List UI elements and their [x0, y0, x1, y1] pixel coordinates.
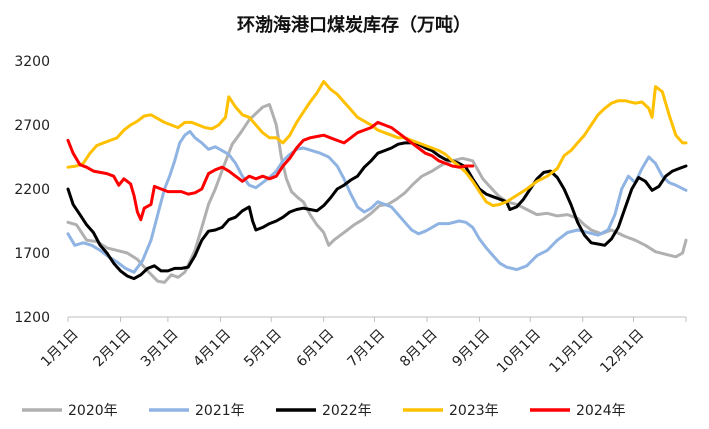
x-tick-label: 8月1日: [397, 326, 441, 370]
y-tick-label: 2700: [14, 118, 50, 134]
x-tick-label: 7月1日: [344, 326, 388, 370]
x-tick-label: 2月1日: [91, 326, 135, 370]
series-layer: [66, 80, 688, 284]
legend-label: 2022年: [322, 403, 372, 419]
chart-title: 环渤海港口煤炭库存（万吨）: [237, 14, 471, 36]
series-line-2024年: [66, 120, 475, 222]
legend: 2020年 2021年 2022年 2023年 2024年: [22, 403, 626, 419]
x-tick-label: 11月1日: [546, 326, 596, 376]
series-line-2021年: [66, 129, 688, 274]
y-tick-label: 2200: [14, 182, 50, 198]
series-line-2022年: [66, 141, 688, 281]
x-tick-label: 5月1日: [241, 326, 285, 370]
legend-label: 2021年: [195, 403, 245, 419]
x-axis: 1月1日 2月1日 3月1日 4月1日 5月1日 6月1日 7月1日 8月1日 9月1日 10月1…: [38, 316, 687, 376]
y-tick-label: 1700: [14, 246, 50, 262]
x-tick-label: 4月1日: [190, 326, 234, 370]
x-tick-label: 3月1日: [138, 326, 182, 370]
legend-label: 2020年: [68, 403, 118, 419]
x-tick-label: 12月1日: [597, 326, 647, 376]
x-tick-label: 10月1日: [494, 326, 544, 376]
y-tick-label: 3200: [14, 54, 50, 70]
y-tick-label: 1200: [14, 310, 50, 326]
legend-label: 2024年: [576, 403, 626, 419]
y-axis-ticks: 1200 1700 2200 2700 3200: [14, 54, 50, 326]
x-tick-label: 6月1日: [294, 326, 338, 370]
x-tick-label: 1月1日: [38, 326, 82, 370]
series-line-2023年: [66, 80, 688, 208]
legend-label: 2023年: [449, 403, 499, 419]
x-tick-label: 9月1日: [449, 326, 493, 370]
